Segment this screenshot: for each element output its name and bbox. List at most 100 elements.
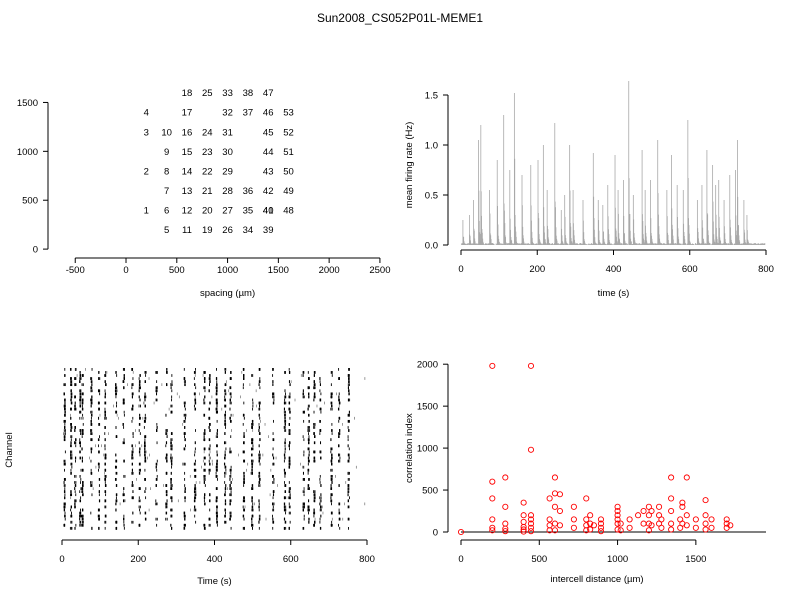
data-point [583,527,590,534]
data-point [527,528,535,535]
data-point [640,507,647,515]
electrode-label: 14 [182,166,193,177]
data-point [502,503,509,510]
y-tick-label: 0.0 [425,241,438,252]
data-point [645,527,652,534]
electrode-label: 10 [161,127,172,138]
data-point [489,527,496,534]
spike-raster-panel: 0 200 400 600 800 Time (s) Channel [4,368,375,587]
correlation-index-panel: 0 500 1000 1500 intercell distance (µm) 0 500 1… [404,360,766,585]
electrode-label: 39 [263,225,274,236]
data-point [587,520,594,527]
data-point [520,526,527,533]
electrode-label: 30 [222,147,233,158]
data-point [645,512,652,519]
y-tick-label: 1000 [417,444,438,455]
electrode-label: 41 [263,206,274,217]
data-point [702,526,709,533]
data-point [614,526,621,533]
electrode-label: 20 [202,206,213,217]
x-tick-label: 800 [758,264,774,275]
y-tick-label: 1000 [17,147,38,158]
x-tick-label: 600 [283,554,299,565]
data-point [570,516,577,523]
electrode-label: 21 [202,186,213,197]
figure-title: Sun2008_CS052P01L-MEME1 [317,11,483,25]
data-point [626,524,633,531]
electrode-label: 43 [263,166,274,177]
data-point [502,525,509,532]
x-tick-label: 400 [606,264,622,275]
data-point [648,522,655,529]
x-tick-label: 1500 [685,554,706,565]
electrode-label: 48 [283,206,294,217]
data-point [570,524,577,531]
data-point [617,527,624,534]
data-point [614,512,621,519]
data-point [597,520,605,527]
x-axis-label: time (s) [598,288,630,299]
data-point [708,516,715,523]
data-point [656,503,663,510]
data-point [583,516,590,523]
data-point [626,516,633,523]
data-point [614,516,621,523]
data-point [489,516,496,523]
x-tick-label: 1500 [268,265,289,276]
data-point [668,507,675,515]
electrode-label: 42 [263,186,274,197]
electrode-label: 13 [182,186,193,197]
x-tick-label: 0 [59,554,64,565]
electrode-label: 2 [144,166,149,177]
data-point [489,362,496,369]
data-point [683,522,690,529]
data-point [635,512,642,519]
electrode-label: 24 [202,127,213,138]
x-tick-label: 0 [458,554,463,565]
data-point [546,495,553,502]
electrode-label: 17 [182,108,193,119]
electrode-label: 18 [182,88,193,99]
electrode-label: 34 [243,225,254,236]
data-point [658,524,665,531]
data-point [683,474,690,481]
y-tick-label: 0.5 [425,191,438,202]
data-point [527,520,535,527]
y-tick-label: 1.5 [425,91,438,102]
y-tick-label: 2000 [417,360,438,371]
data-point [527,446,535,453]
data-point [727,522,734,529]
x-axis-label: intercell distance (µm) [550,574,643,585]
x-tick-label: 500 [531,554,547,565]
y-axis-label: mean firing rate (Hz) [404,122,415,209]
y-tick-label: 1500 [417,402,438,413]
electrode-label: 35 [243,206,254,217]
data-point [692,516,699,523]
data-point [502,528,509,535]
x-tick-label: 2500 [369,265,390,276]
electrode-label: 9 [164,147,169,158]
y-tick-label: 1500 [17,98,38,109]
data-point [527,524,535,531]
data-point [489,495,496,502]
data-point [551,527,558,534]
electrode-label: 46 [263,108,274,119]
data-point [668,526,675,533]
electrode-label: 52 [283,127,294,138]
data-point [597,516,605,523]
data-point [489,478,496,485]
electrode-label: 29 [222,166,233,177]
data-point [587,512,594,519]
x-tick-label: 400 [207,554,223,565]
data-point [527,516,535,523]
x-tick-label: 0 [458,264,463,275]
data-point [614,507,621,515]
x-tick-label: 2000 [319,265,340,276]
data-point [658,516,665,523]
electrode-label: 49 [283,186,294,197]
data-point [648,507,655,515]
data-point [668,520,675,527]
electrode-label: 16 [182,127,193,138]
electrode-label: 3 [144,127,149,138]
